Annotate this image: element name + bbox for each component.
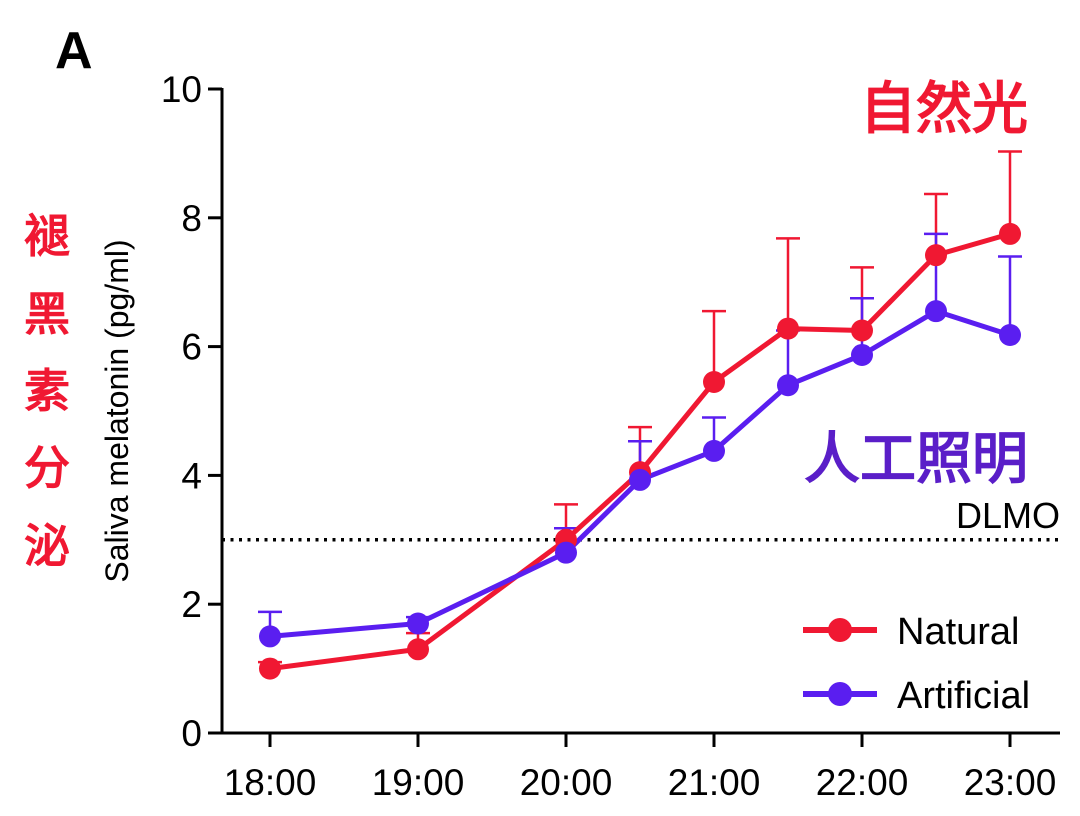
artificial-data-point — [925, 300, 947, 323]
side-title-char: 褪 — [24, 209, 70, 263]
legend: Natural Artificial — [803, 611, 1030, 717]
side-title-char: 分 — [24, 441, 70, 495]
x-tick-label: 21:00 — [668, 762, 761, 803]
artificial-data-point — [259, 625, 281, 648]
side-title-char: 素 — [24, 364, 70, 418]
natural-data-point — [999, 222, 1021, 245]
natural-data-point — [777, 317, 799, 340]
artificial-data-point — [851, 343, 873, 366]
legend-swatch-marker — [828, 682, 852, 706]
panel-label: A — [55, 22, 93, 80]
artificial-data-point — [629, 468, 651, 491]
natural-data-point — [851, 319, 873, 342]
legend-item-natural: Natural — [803, 611, 1020, 653]
legend-label-natural: Natural — [897, 611, 1020, 653]
y-tick-label: 2 — [181, 584, 202, 625]
legend-label-artificial: Artificial — [897, 675, 1030, 717]
y-tick-label: 10 — [161, 69, 202, 110]
artificial-data-point — [555, 541, 577, 564]
y-tick-label: 4 — [181, 455, 202, 496]
natural-annotation-cn: 自然光 — [860, 76, 1028, 142]
y-tick-label: 0 — [181, 713, 202, 754]
artificial-data-point — [999, 324, 1021, 347]
x-tick-label: 20:00 — [520, 762, 613, 803]
x-tick-label: 22:00 — [816, 762, 909, 803]
x-tick-label: 23:00 — [964, 762, 1057, 803]
side-title-cn: 褪 黑 素 分 泌 — [24, 209, 70, 573]
artificial-annotation-cn: 人工照明 — [804, 426, 1028, 492]
dlmo-label: DLMO — [956, 495, 1060, 536]
x-tick-label: 18:00 — [224, 762, 317, 803]
y-axis-title: Saliva melatonin (pg/ml) — [99, 239, 135, 582]
artificial-data-point — [407, 612, 429, 635]
x-tick-label: 19:00 — [372, 762, 465, 803]
legend-swatch-marker — [828, 618, 852, 642]
natural-data-point — [925, 244, 947, 267]
y-tick-label: 6 — [181, 327, 202, 368]
side-title-char: 泌 — [24, 519, 70, 573]
y-tick-label: 8 — [181, 198, 202, 239]
plot-area: 0 2 4 6 8 10 18:00 19:00 20:00 21:00 22:00 23:00 — [161, 69, 1060, 803]
natural-data-point — [407, 638, 429, 661]
artificial-data-point — [777, 374, 799, 397]
natural-data-point — [703, 371, 725, 394]
natural-data-point — [259, 657, 281, 680]
legend-item-artificial: Artificial — [803, 675, 1030, 717]
side-title-char: 黑 — [24, 287, 70, 341]
artificial-data-point — [703, 439, 725, 462]
